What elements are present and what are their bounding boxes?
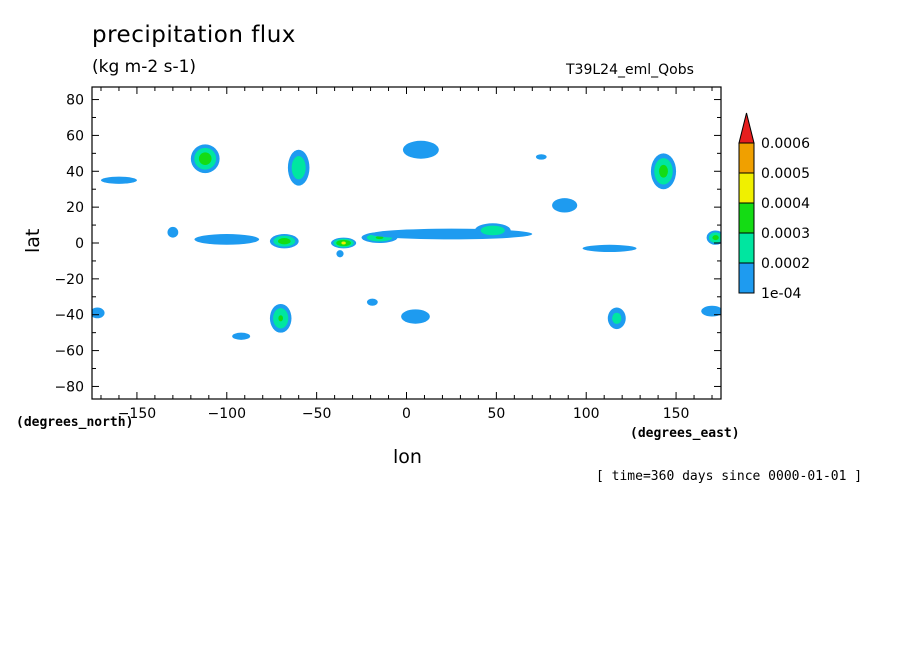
y-tick-label: −80 <box>54 379 84 395</box>
x-tick-label: 150 <box>663 406 690 422</box>
contour-level-4 <box>341 241 346 245</box>
x-tick-label: −150 <box>118 406 156 422</box>
colorbar-segment <box>738 172 755 204</box>
contour-level-3 <box>198 152 212 166</box>
plot-frame <box>91 86 722 400</box>
contour-level-3 <box>278 315 283 322</box>
precip-region <box>194 234 260 245</box>
precip-region <box>366 298 378 306</box>
precip-region <box>552 198 578 213</box>
contour-level-1 <box>582 244 637 252</box>
contour-level-3 <box>375 236 384 240</box>
y-tick-label: 60 <box>66 128 84 144</box>
x-tick-label: 50 <box>487 406 505 422</box>
precip-region <box>232 332 251 340</box>
precip-region <box>287 149 310 186</box>
x-tick-label: −100 <box>208 406 246 422</box>
precip-region <box>607 307 626 330</box>
x-axis-label: lon <box>393 446 422 468</box>
chart-title: precipitation flux <box>92 22 296 48</box>
y-tick-label: −60 <box>54 344 84 360</box>
contour-level-1 <box>402 140 439 159</box>
precip-region <box>701 305 721 317</box>
colorbar-label: 0.0003 <box>761 226 810 242</box>
contour-level-1 <box>701 305 721 317</box>
y-tick-label: −20 <box>54 272 84 288</box>
colorbar-segment <box>738 262 755 294</box>
y-axis-units: (degrees_north) <box>16 415 134 430</box>
x-tick-label: 100 <box>573 406 600 422</box>
precip-region <box>336 250 344 258</box>
precip-region <box>269 303 292 333</box>
contour-level-1 <box>366 298 378 306</box>
colorbar-label: 0.0005 <box>761 166 810 182</box>
y-tick-label: 40 <box>66 164 84 180</box>
x-tick-label: −50 <box>302 406 332 422</box>
colorbar-label: 1e-04 <box>761 286 801 302</box>
precip-region <box>269 234 299 249</box>
precip-region <box>582 244 637 252</box>
contour-level-2 <box>291 156 306 180</box>
run-label: T39L24_eml_Qobs <box>566 62 694 78</box>
contour-level-1 <box>167 226 179 238</box>
colorbar-extend-arrow <box>738 112 755 144</box>
precip-region <box>401 309 430 324</box>
colorbar-label: 0.0002 <box>761 256 810 272</box>
x-tick-label: 0 <box>402 406 411 422</box>
precip-region <box>100 176 137 184</box>
contour-layer <box>92 140 721 340</box>
contour-level-1 <box>535 154 547 160</box>
contour-level-1 <box>100 176 137 184</box>
contour-level-3 <box>712 235 719 241</box>
chart-units: (kg m-2 s-1) <box>92 57 197 77</box>
precip-region <box>650 153 677 190</box>
precip-region <box>190 144 220 174</box>
y-tick-label: −40 <box>54 308 84 324</box>
precip-region <box>167 226 179 238</box>
contour-level-2 <box>480 225 505 236</box>
precip-region <box>92 307 105 319</box>
contour-level-3 <box>659 164 668 178</box>
colorbar-label: 0.0006 <box>761 136 810 152</box>
precip-region <box>535 154 547 160</box>
precip-region <box>474 223 511 238</box>
contour-level-1 <box>401 309 430 324</box>
contour-level-1 <box>92 307 105 319</box>
y-tick-label: 80 <box>66 93 84 109</box>
contour-level-1 <box>336 250 344 258</box>
time-note: [ time=360 days since 0000-01-01 ] <box>596 469 863 484</box>
contour-level-1 <box>552 198 578 213</box>
y-tick-label: 20 <box>66 200 84 216</box>
x-axis-units: (degrees_east) <box>630 426 740 441</box>
colorbar-label: 0.0004 <box>761 196 810 212</box>
y-tick-label: 0 <box>75 236 84 252</box>
y-axis-label: lat <box>22 228 44 253</box>
precip-region <box>402 140 439 159</box>
precip-region <box>331 237 357 249</box>
colorbar-segment <box>738 202 755 234</box>
contour-level-2 <box>612 312 622 324</box>
contour-level-3 <box>277 238 291 245</box>
precip-region <box>706 230 721 245</box>
colorbar-segment <box>738 232 755 264</box>
contour-level-1 <box>194 234 260 245</box>
colorbar-segment <box>738 142 755 174</box>
contour-level-1 <box>232 332 251 340</box>
